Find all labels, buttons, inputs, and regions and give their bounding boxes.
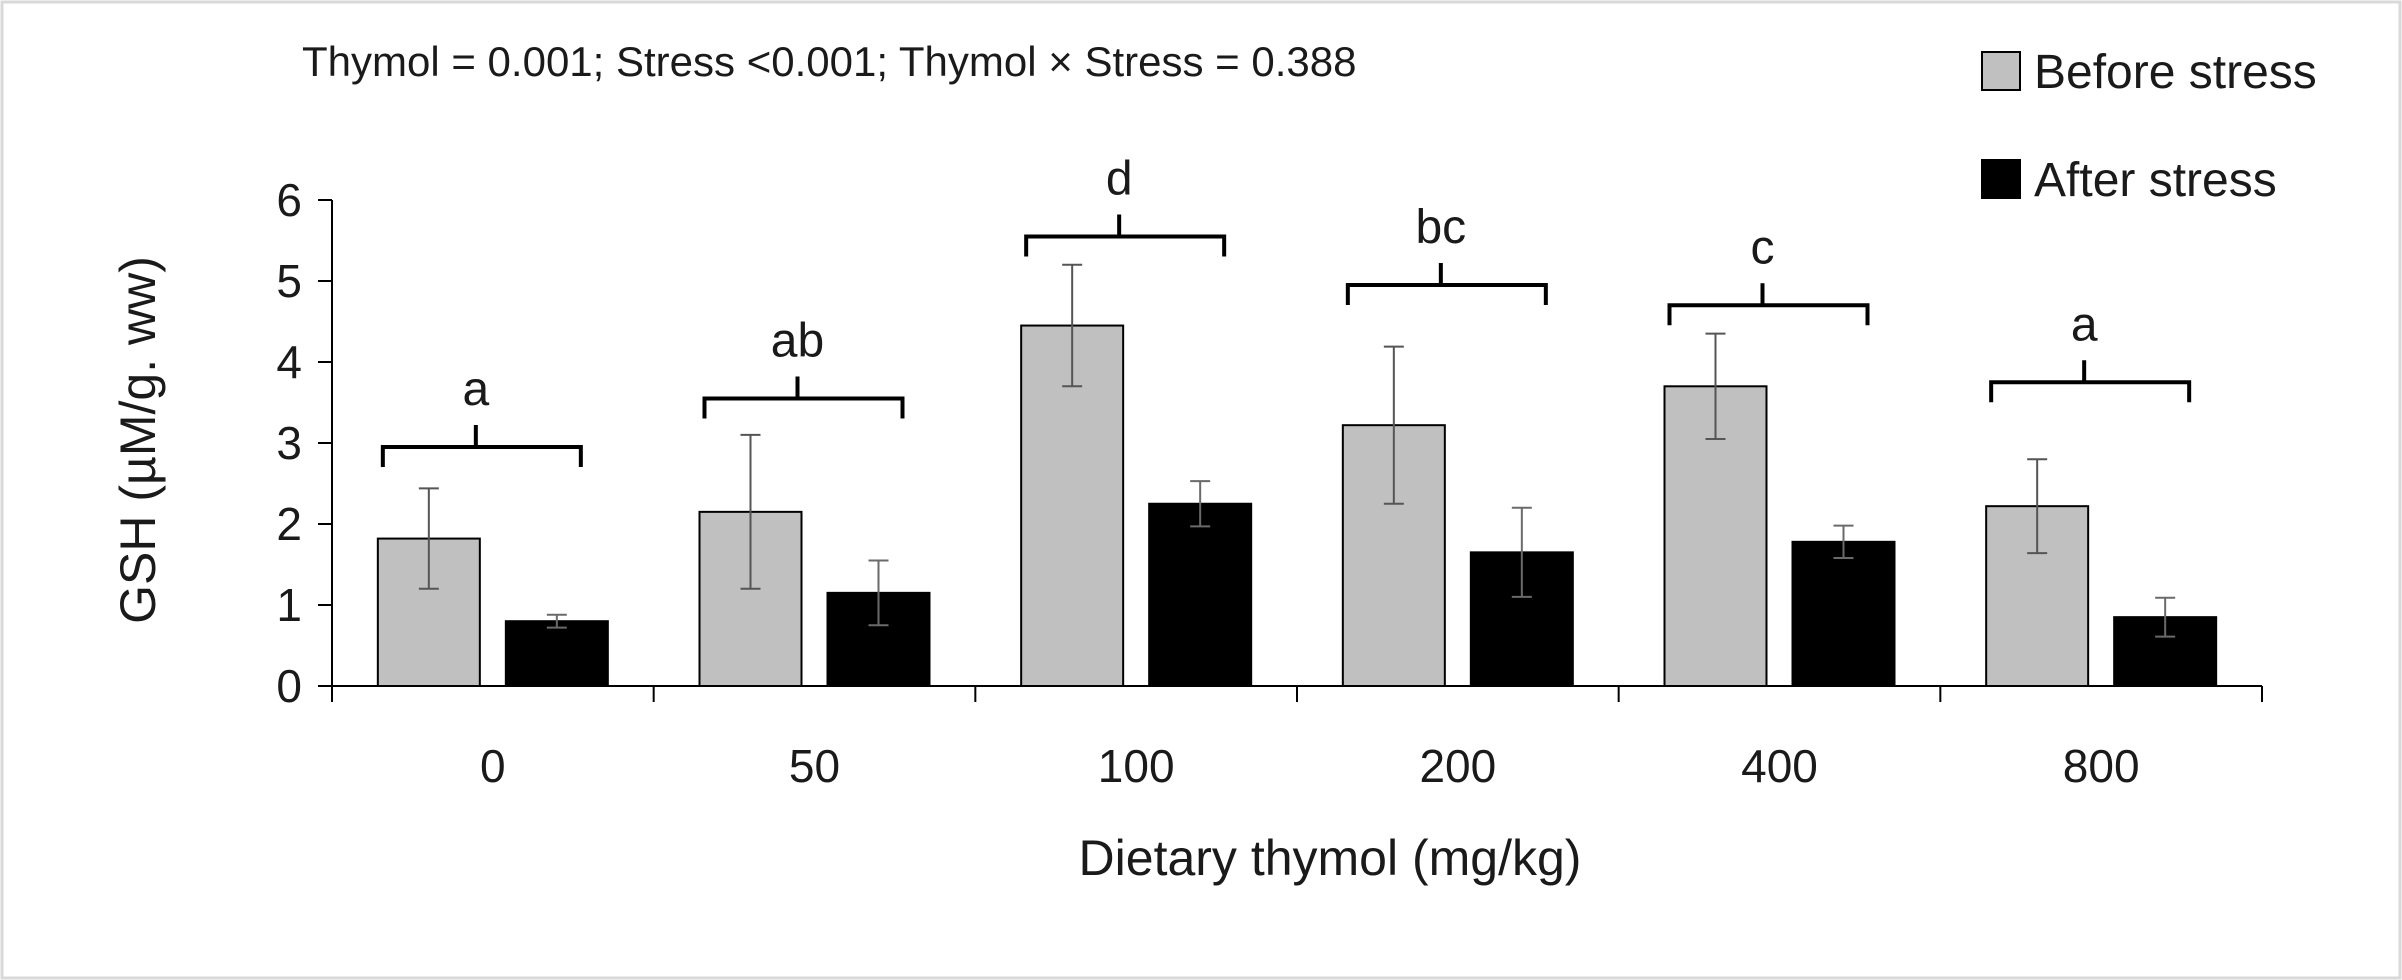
x-tick-label: 800 [2063,740,2140,792]
y-tick-label: 4 [276,336,302,388]
bar-after-stress [504,620,609,688]
significance-letter: a [2071,298,2098,351]
x-tick-label: 400 [1741,740,1818,792]
significance-letter: c [1751,221,1775,274]
y-tick-label: 6 [276,174,302,226]
x-tick-label: 100 [1098,740,1175,792]
chart-title: Thymol = 0.001; Stress <0.001; Thymol × … [302,38,1356,85]
x-tick-label: 200 [1419,740,1496,792]
significance-bracket [702,376,905,419]
legend-swatch-before-stress [1981,51,2021,91]
significance-bracket [1024,214,1227,257]
significance-bracket [1667,283,1870,326]
significance-letter: d [1106,152,1133,205]
y-axis-label: GSH (µM/g. ww) [110,256,166,624]
legend-label-before-stress: Before stress [2034,46,2317,99]
x-axis-label: Dietary thymol (mg/kg) [1079,830,1582,886]
x-tick-label: 50 [789,740,840,792]
legend-label-after-stress: After stress [2034,154,2277,207]
significance-letter: ab [771,314,824,367]
significance-letter: bc [1415,201,1466,254]
y-tick-label: 0 [276,660,302,712]
annotations-group: a ab d bc c a [380,152,2192,468]
significance-bracket [1989,360,2192,403]
legend: Before stress After stress [1981,46,2317,207]
bar-after-stress [1148,502,1253,687]
y-tick-label: 2 [276,498,302,550]
significance-letter: a [462,363,489,416]
significance-bracket [380,425,583,468]
y-tick-label: 5 [276,255,302,307]
y-tick-label: 1 [276,579,302,631]
significance-bracket [1345,263,1548,306]
bars-group [376,263,2218,688]
legend-swatch-after-stress [1981,159,2021,199]
y-tick-label: 3 [276,417,302,469]
axes-group: 0 1 2 3 4 5 6 0 50 100 200 400 800 [276,174,2263,792]
bar-after-stress [1791,540,1896,687]
x-tick-label: 0 [480,740,506,792]
